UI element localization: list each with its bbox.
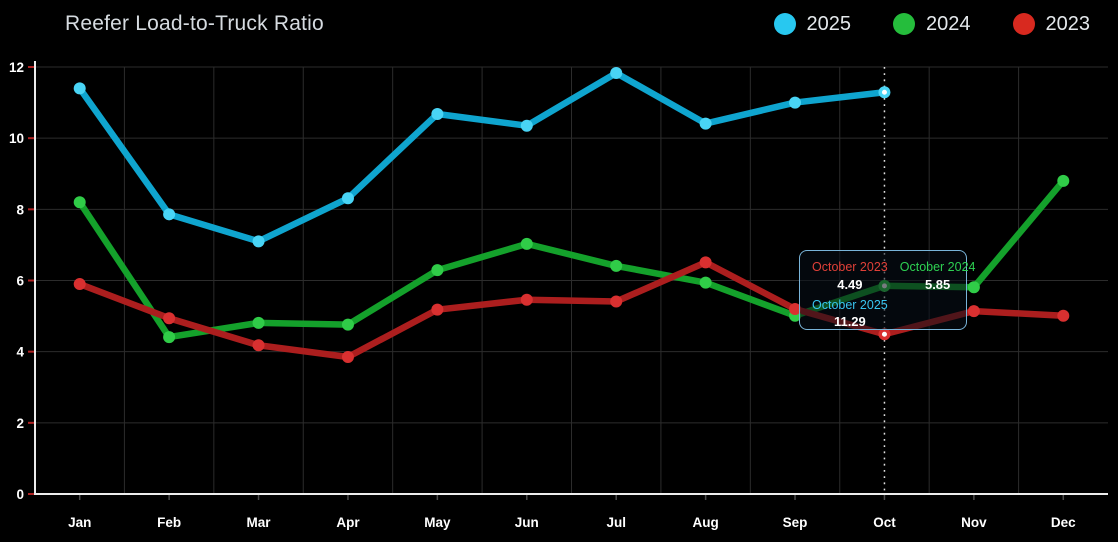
y-axis-tick-label: 4 [16,345,24,360]
x-axis-tick-label: Nov [961,515,987,530]
x-axis-tick-label: Jul [606,515,626,530]
tooltip-series-value: 11.29 [833,314,866,329]
x-axis-tick-label: Sep [783,515,808,530]
legend-marker-icon [893,13,915,35]
x-axis-tick-label: Feb [157,515,181,530]
data-point-2023[interactable] [520,293,533,306]
tooltip-entry: October 2023 4.49 [812,261,888,291]
data-point-2025[interactable] [789,96,802,109]
x-axis-tick-label: Dec [1051,515,1076,530]
legend-marker-icon [773,13,796,35]
tooltip-series-label: October 2024 [899,260,976,274]
data-point-2025[interactable] [520,119,533,132]
data-point-2023[interactable] [699,256,712,269]
data-point-2023[interactable] [610,295,623,308]
data-point-2023[interactable] [341,351,354,364]
chart-header: Reefer Load-to-Truck Ratio 2025 2024 2023 [0,0,1118,42]
tooltip-series-label: October 2023 [812,260,888,274]
x-axis-tick-label: Oct [873,515,896,530]
tooltip-series-label: October 2025 [812,297,888,312]
tooltip: October 2023 4.49 October 2024 5.85 October … [799,250,976,330]
data-point-2023[interactable] [1057,309,1070,322]
series-line-2025[interactable] [76,69,888,245]
y-axis-tick-label: 8 [16,202,24,217]
y-axis-tick-label: 12 [9,60,24,75]
series-line-2023[interactable] [76,259,1067,361]
x-axis-tick-label: Jan [68,515,91,530]
y-axis-tick-label: 2 [16,416,24,431]
data-point-2025[interactable] [163,208,176,221]
data-point-2024[interactable] [431,264,444,277]
data-point-2023[interactable] [252,339,265,352]
data-point-2024[interactable] [610,259,623,272]
data-point-2024[interactable] [967,281,980,294]
chart-title: Reefer Load-to-Truck Ratio [65,12,324,35]
data-point-2024[interactable] [163,331,176,344]
legend-label: 2024 [926,12,971,35]
tooltip-series-value: 5.85 [924,276,951,292]
data-point-2024[interactable] [341,318,354,331]
legend-item-2025[interactable]: 2025 [773,12,852,36]
data-point-2023[interactable] [163,312,176,325]
x-axis-tick-label: Mar [247,515,272,530]
x-axis-tick-label: May [424,515,451,530]
data-point-2023[interactable] [73,278,86,291]
legend-label: 2023 [1045,12,1091,35]
data-point-2023[interactable] [967,305,980,318]
legend-marker-icon [1012,13,1035,35]
hover-emphasis-dot-2023 [881,331,887,337]
data-point-2025[interactable] [431,107,444,120]
data-point-2025[interactable] [252,235,265,248]
x-axis-tick-label: Aug [693,515,719,530]
legend-label: 2025 [806,12,852,35]
data-point-2025[interactable] [699,117,712,130]
data-point-2024[interactable] [252,316,265,329]
data-point-2023[interactable] [431,303,444,316]
data-point-2025[interactable] [610,67,623,80]
y-axis-tick-label: 10 [9,131,24,146]
x-axis-tick-label: Jun [515,515,539,530]
tooltip-series-value: 4.49 [837,276,863,292]
legend-item-2023[interactable]: 2023 [1012,12,1091,36]
y-axis-tick-label: 6 [16,274,24,289]
data-point-2023[interactable] [789,302,802,315]
data-point-2025[interactable] [73,82,86,95]
y-axis-tick-label: 0 [16,487,24,502]
data-point-2024[interactable] [520,237,533,250]
data-point-2024[interactable] [73,196,86,209]
tooltip-entry: October 2025 11.29 [812,297,888,329]
x-axis-tick-label: Apr [336,515,360,530]
data-point-2024[interactable] [699,276,712,289]
legend-item-2024[interactable]: 2024 [893,13,971,36]
legend: 2025 2024 2023 [773,12,1091,36]
data-point-2025[interactable] [341,192,354,205]
tooltip-entry: October 2024 5.85 [900,261,976,291]
hover-emphasis-dot-2025 [881,89,887,95]
data-point-2024[interactable] [1057,174,1070,187]
